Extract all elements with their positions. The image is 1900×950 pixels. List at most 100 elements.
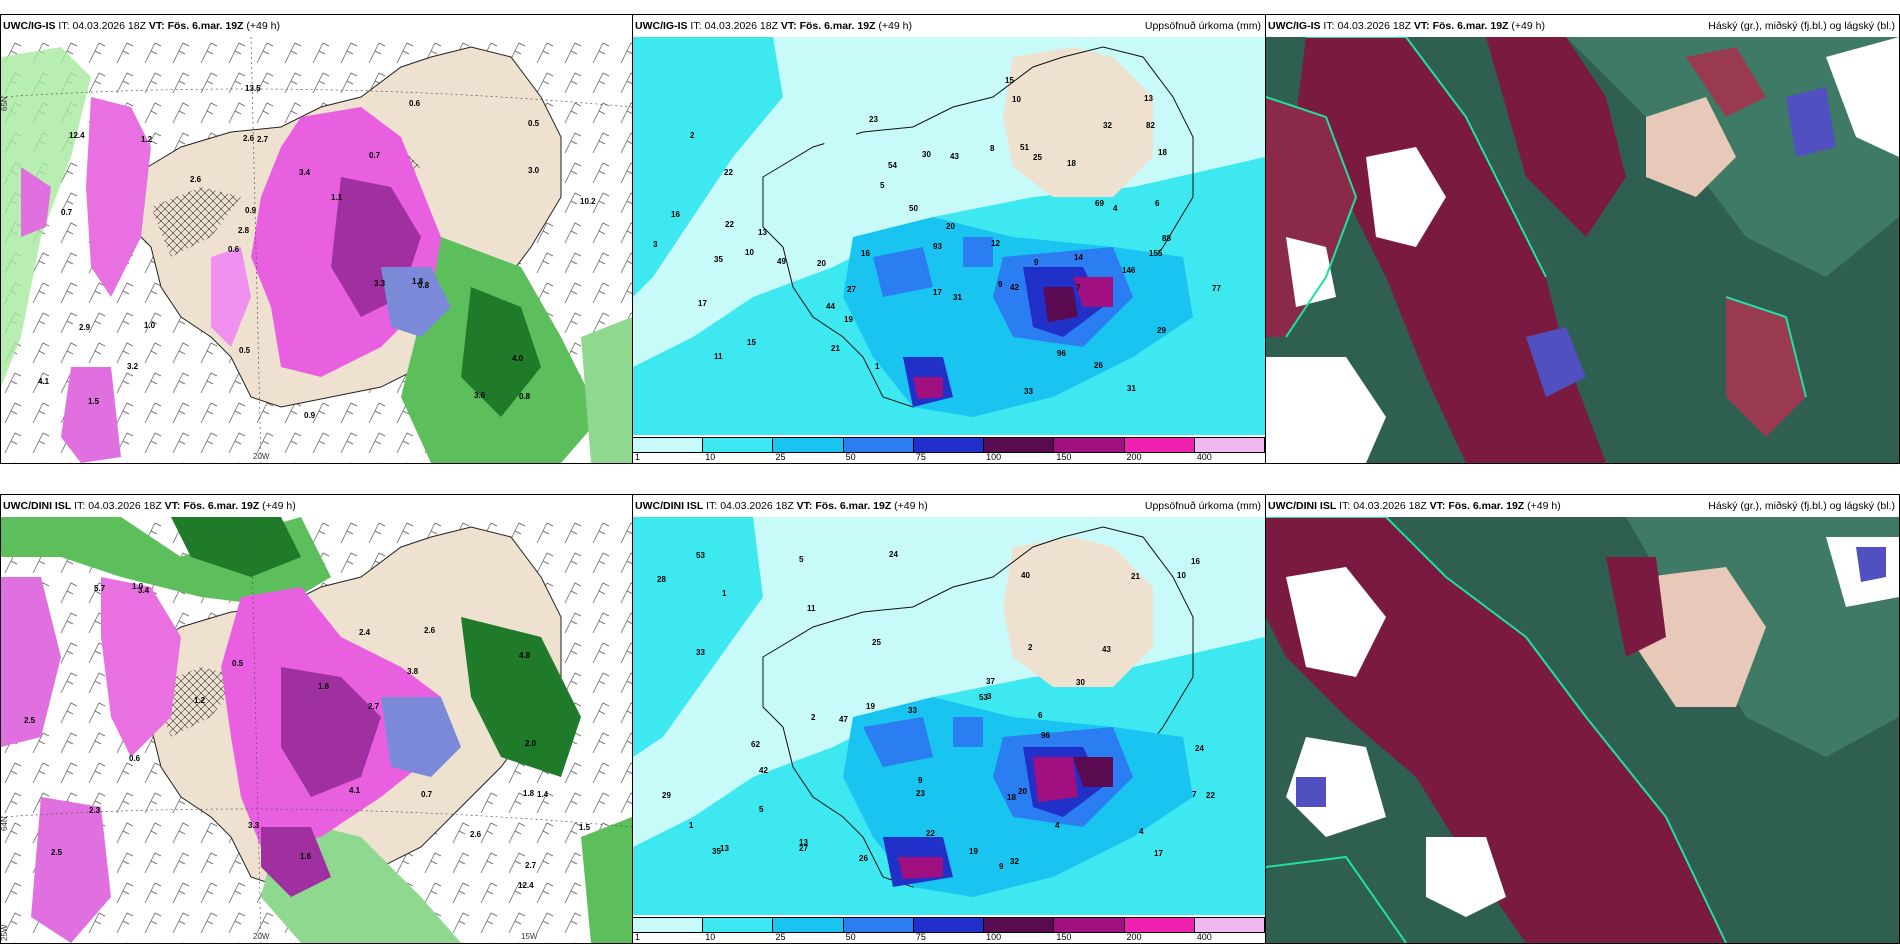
map-value-label: 13 [799,838,808,847]
map-value-label: 62 [751,740,760,749]
map-value-label: 1.2 [141,135,153,144]
map-value-label: 4.1 [38,377,50,386]
map-value-label: 3.0 [528,166,540,175]
map-value-label: 9 [998,280,1003,289]
map-value-label: 13 [720,844,729,853]
map-value-label: 27 [799,844,808,853]
legend-label: 50 [845,452,856,462]
map-value-label: 42 [1010,283,1019,292]
map-value-label: 29 [1157,326,1166,335]
map-value-label: 33 [908,706,917,715]
legend-label: 25 [775,932,786,942]
field-title: Háský (gr.), miðský (fj.bl.) og lágský (… [1708,20,1895,32]
field-title: Uppsöfnuð úrkoma (mm) [1144,20,1261,32]
map-value-label: 2.6 [243,134,255,143]
panel-title: UWC/IG-IS IT: 04.03.2026 18Z VT: Fös. 6.… [1266,15,1899,37]
map-value-label: 1 [722,589,727,598]
map-value-label: 11 [807,604,816,613]
legend-swatch [913,918,985,932]
legend-swatch [1054,918,1125,932]
map-value-label: 24 [1195,744,1204,753]
map-value-label: 2.3 [89,806,101,815]
map-value-label: 2.6 [424,626,436,635]
map-value-label: 1.8 [412,277,424,286]
map-value-label: 33 [1024,387,1033,396]
map-value-label: 12.4 [69,131,85,140]
map-value-label: 3.8 [407,667,419,676]
map-value-label: 35 [712,847,721,856]
map-value-label: 26 [1094,361,1103,370]
panel-title: UWC/DINI ISL IT: 04.03.2026 18Z VT: Fös.… [1,495,632,517]
map-value-label: 24 [889,550,898,559]
legend-label: 400 [1196,932,1212,942]
map-value-label: 22 [725,220,734,229]
map-value-label: 10.2 [580,197,596,206]
map-value-label: 3.4 [138,586,150,595]
map-value-label: 37 [986,677,995,686]
map-value-label: 155 [1149,249,1163,258]
map-value-label: 4 [1055,821,1060,830]
map-value-label: 35 [714,255,723,264]
panel-title: UWC/IG-IS IT: 04.03.2026 18Z VT: Fös. 6.… [1,15,632,37]
legend-label: 75 [915,452,926,462]
cloud-map-dini [1266,517,1899,943]
legend-swatch [1194,438,1265,452]
map-value-label: 43 [950,152,959,161]
map-value-label: 146 [1122,266,1136,275]
map-value-label: 1.1 [331,193,343,202]
map-value-label: 22 [926,829,935,838]
map-value-label: 31 [1127,384,1136,393]
panel-igis-precip-type: UWC/IG-IS IT: 04.03.2026 18Z VT: Fös. 6.… [0,14,633,464]
map-value-label: 26 [859,854,868,863]
map-value-label: 2 [811,713,816,722]
map-value-label: 2.0 [525,739,537,748]
map-value-label: 16 [671,210,680,219]
map-value-label: 16 [1191,557,1200,566]
map-value-label: 9 [918,776,923,785]
map-value-label: 17 [933,288,942,297]
map-value-label: 96 [1057,349,1066,358]
map-value-label: 53 [979,693,988,702]
map-value-label: 2.4 [359,628,371,637]
legend-label: 1 [635,932,641,942]
map-value-label: 2.7 [525,861,537,870]
map-value-label: 17 [1154,849,1163,858]
legend-swatch [703,438,774,452]
map-value-label: 15 [747,338,756,347]
map-value-label: 30 [1076,678,1085,687]
weather-map-1: 65N 20W 0.8 0.7 0.5 0.6 0.7 1.5 2.6 3.4 2.9 2.6 4.… [1,37,632,463]
map-value-label: 0.6 [409,99,421,108]
map-value-label: 0.9 [304,411,316,420]
map-value-label: 47 [839,715,848,724]
legend-swatch [633,918,704,932]
legend-label: 50 [845,932,856,942]
map-value-label: 16 [861,249,870,258]
map-value-label: 1.6 [300,852,312,861]
precip-legend: 1 10 25 50 75 100 150 200 400 [633,915,1265,943]
map-value-label: 18 [1158,148,1167,157]
legend-label: 200 [1126,932,1142,942]
map-value-label: 32 [1010,857,1019,866]
map-value-label: 1.6 [318,682,330,691]
map-value-label: 19 [969,847,978,856]
map-value-label: 0.5 [239,346,251,355]
map-value-label: 23 [869,115,878,124]
map-value-label: 40 [1021,571,1030,580]
map-value-label: 0.7 [61,208,73,217]
map-value-label: 0.5 [528,119,540,128]
map-value-label: 3.3 [374,279,386,288]
legend-swatch [843,918,914,932]
map-value-label: 2 [1028,643,1033,652]
map-value-label: 31 [953,293,962,302]
legend-label: 1 [635,452,641,462]
panel-title: UWC/DINI ISL IT: 04.03.2026 18Z VT: Fös.… [633,495,1265,517]
map-value-label: 93 [933,242,942,251]
map-value-label: 13 [1144,94,1153,103]
map-value-label: 22 [1206,791,1215,800]
map-value-label: 50 [909,204,918,213]
legend-swatch [913,438,985,452]
legend-label: 200 [1126,452,1142,462]
map-value-label: 2.5 [24,716,36,725]
legend-swatch [843,438,914,452]
